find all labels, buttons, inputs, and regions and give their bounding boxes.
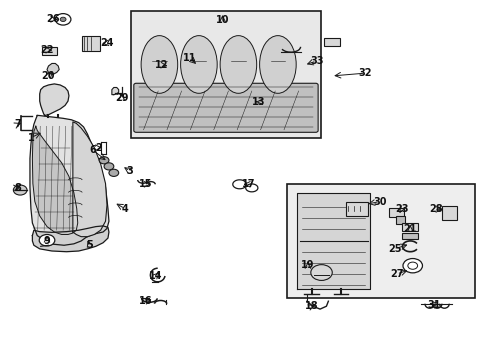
Text: 31: 31 [426, 300, 440, 310]
Bar [81, 36, 100, 51]
Text: 16: 16 [139, 296, 152, 306]
Text: 21: 21 [403, 225, 416, 234]
Text: 5: 5 [86, 240, 93, 250]
Polygon shape [112, 87, 119, 95]
Ellipse shape [141, 36, 177, 93]
Bar [42, 47, 57, 55]
Text: 24: 24 [100, 38, 114, 48]
Polygon shape [32, 226, 109, 252]
Text: 14: 14 [149, 271, 162, 281]
Bar [345, 202, 367, 216]
Polygon shape [73, 122, 107, 237]
Text: 22: 22 [40, 45, 54, 55]
Text: 18: 18 [305, 301, 318, 311]
Ellipse shape [180, 36, 217, 93]
Text: 25: 25 [387, 244, 401, 254]
Ellipse shape [220, 36, 256, 93]
FancyBboxPatch shape [134, 83, 318, 132]
Text: 28: 28 [428, 204, 442, 215]
Text: 20: 20 [41, 71, 55, 81]
Bar [287, 184, 474, 298]
Text: 3: 3 [126, 166, 133, 176]
Circle shape [13, 185, 27, 195]
Text: 12: 12 [155, 60, 168, 70]
Text: 1: 1 [27, 133, 34, 143]
Polygon shape [30, 116, 109, 245]
Text: 19: 19 [301, 260, 314, 270]
Ellipse shape [259, 36, 296, 93]
Circle shape [109, 169, 119, 176]
Circle shape [310, 265, 331, 280]
Text: 33: 33 [309, 56, 323, 66]
Text: 17: 17 [241, 179, 255, 189]
Text: 13: 13 [252, 97, 265, 107]
Text: 8: 8 [14, 183, 21, 193]
Text: 11: 11 [183, 53, 196, 63]
Circle shape [99, 157, 109, 164]
Text: 2: 2 [95, 143, 102, 153]
Circle shape [39, 234, 55, 246]
Polygon shape [40, 84, 69, 116]
Text: 30: 30 [372, 197, 386, 207]
Text: 6: 6 [89, 144, 96, 154]
Bar [402, 233, 417, 239]
Polygon shape [32, 126, 78, 234]
Text: 23: 23 [394, 204, 407, 215]
Text: 4: 4 [122, 204, 128, 214]
Bar [402, 223, 417, 230]
Text: 15: 15 [139, 179, 152, 189]
Circle shape [55, 14, 71, 25]
Bar [395, 216, 405, 224]
Text: 27: 27 [389, 269, 403, 279]
Bar [131, 12, 320, 138]
Text: 29: 29 [115, 93, 128, 103]
Text: 9: 9 [43, 236, 50, 246]
Bar [324, 38, 339, 46]
Text: 10: 10 [215, 15, 229, 26]
Bar [441, 206, 456, 220]
Text: 32: 32 [358, 68, 371, 78]
Text: 26: 26 [46, 14, 60, 24]
Polygon shape [47, 63, 59, 74]
Text: 7: 7 [14, 120, 21, 129]
Circle shape [104, 163, 114, 170]
Circle shape [60, 17, 66, 22]
Polygon shape [297, 193, 369, 289]
Circle shape [402, 258, 422, 273]
Bar [388, 208, 403, 217]
Circle shape [407, 262, 417, 269]
